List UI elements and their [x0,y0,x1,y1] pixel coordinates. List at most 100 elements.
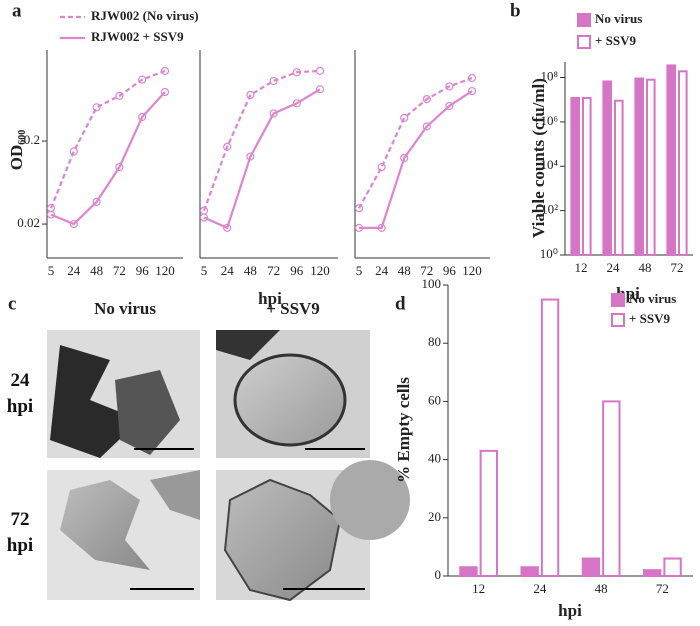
x-tick-label: 24 [607,260,621,275]
x-tick-label: 120 [462,263,482,278]
legend-swatch [611,293,625,307]
x-tick-label: 12 [575,260,588,275]
y-tick-label: 10⁴ [540,157,558,172]
point [269,76,278,86]
bar [581,557,601,577]
point [315,66,325,76]
row-label: 24 hpi [6,370,34,417]
point [246,152,255,161]
x-tick-label: 48 [595,581,608,596]
point [138,112,147,122]
point [223,223,232,232]
legend-swatch [577,35,591,49]
y-tick-label: 10⁶ [540,113,558,128]
point [69,147,78,156]
y-tick-label: 0.02 [17,215,40,230]
bar [678,70,688,256]
bar [602,80,613,256]
point [467,86,477,96]
bar [602,400,621,577]
point [354,223,364,232]
x-tick-label: 12 [472,581,485,596]
y-tick-label: 80 [428,334,441,349]
micrograph [216,330,370,458]
x-tick-label: 120 [310,263,330,278]
bar [582,96,592,256]
point [422,95,431,104]
bar [646,78,656,256]
y-axis-label: OD600 [7,130,28,171]
bar [540,298,560,577]
y-axis-label-sub: 600 [17,130,28,145]
legend-swatch [577,13,591,27]
y-tick-label: 100 [422,276,442,291]
point [115,91,124,100]
bar [663,557,682,577]
x-tick-label: 24 [221,263,235,278]
y-tick-label: 10⁰ [540,246,558,261]
micrograph [216,460,410,602]
x-axis-label: hpi [558,601,582,620]
point [92,197,101,206]
y-tick-label: 10² [541,202,558,217]
point [160,87,170,97]
x-tick-label: 72 [420,263,433,278]
x-tick-label: 48 [244,263,257,278]
point [400,153,409,163]
line [49,69,166,209]
legend-swatch [611,313,625,327]
column-label: + SSV9 [266,299,320,318]
x-tick-label: 24 [533,581,547,596]
line [359,90,473,229]
legend-label: + SSV9 [629,311,671,326]
point [92,103,101,112]
x-tick-label: 24 [375,263,389,278]
micrograph [47,330,200,458]
legend-label: No virus [629,291,676,306]
bar [520,566,539,578]
point [292,68,301,77]
point [115,163,124,172]
bar [459,566,478,578]
x-axis-label: hpi [258,289,282,308]
x-tick-label: 72 [267,263,280,278]
point [138,75,147,84]
row-label: 72 hpi [6,509,34,556]
x-tick-label: 72 [671,260,684,275]
point [46,204,56,213]
legend-label: No virus [595,11,642,26]
micrograph [47,470,200,600]
bar [634,77,645,256]
panel-label: b [510,0,521,21]
y-axis-label-main: Viable counts (cfu/ml) [529,78,548,238]
x-tick-label: 48 [398,263,411,278]
x-tick-label: 48 [639,260,652,275]
column-label: No virus [94,299,156,318]
point [467,73,477,83]
point [223,142,232,152]
x-tick-label: 96 [443,263,457,278]
x-tick-label: 5 [201,263,208,278]
point [377,223,386,232]
point [269,109,278,118]
y-tick-label: 20 [428,509,441,524]
bar [570,96,581,256]
line [50,91,166,226]
point [292,99,301,108]
panel-label: c [8,293,16,314]
x-tick-label: 5 [356,263,363,278]
y-tick-label: 0 [435,567,442,582]
y-tick-label: 40 [428,451,441,466]
y-axis-label-main: OD [7,145,26,171]
point [377,163,386,172]
bar [643,569,662,577]
point [199,213,209,222]
y-axis-label: Viable counts (cfu/ml) [529,78,548,238]
y-tick-label: 10⁸ [540,68,558,83]
x-tick-label: 24 [67,263,81,278]
point [160,66,170,76]
x-tick-label: 72 [656,581,669,596]
point [69,219,78,229]
